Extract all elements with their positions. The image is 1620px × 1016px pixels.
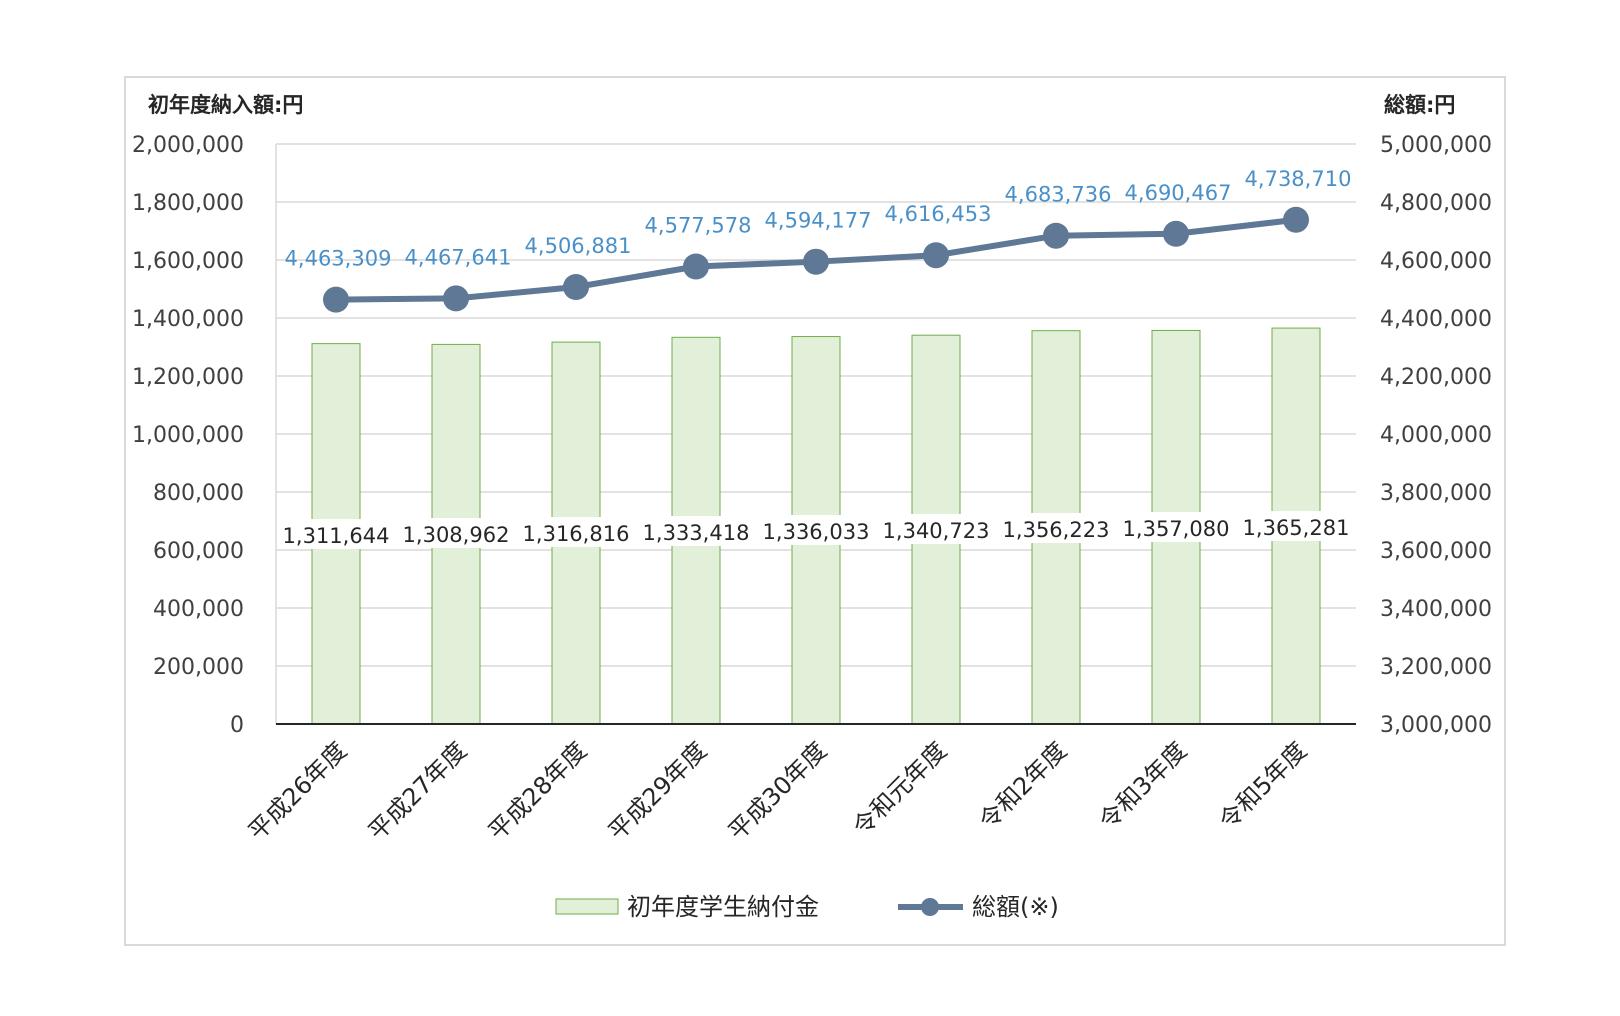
bar-data-label: 1,365,281 <box>1243 516 1350 540</box>
x-tick-label: 令和3年度 <box>1094 736 1192 834</box>
bar-data-label: 1,311,644 <box>283 524 390 548</box>
bar-label-background <box>642 516 750 546</box>
bar-label-background <box>1002 513 1110 543</box>
line-data-label: 4,690,467 <box>1125 181 1232 205</box>
right-y-tick-label: 3,600,000 <box>1380 539 1492 564</box>
bar-data-label: 1,308,962 <box>403 523 510 547</box>
legend-bar-label: 初年度学生納付金 <box>627 893 819 921</box>
line-point <box>443 285 469 312</box>
right-y-tick-label: 5,000,000 <box>1380 133 1492 158</box>
line-data-label: 4,616,453 <box>885 202 992 226</box>
left-y-tick-label: 1,600,000 <box>132 249 244 274</box>
right-y-tick-label: 4,600,000 <box>1380 249 1492 274</box>
bar-label-background <box>402 518 510 548</box>
right-y-tick-label: 3,800,000 <box>1380 481 1492 506</box>
x-tick-label: 平成29年度 <box>603 736 712 845</box>
left-axis-unit-label: 初年度納入額:円 <box>148 93 303 117</box>
line-point <box>1043 222 1069 249</box>
left-y-tick-label: 1,000,000 <box>132 423 244 448</box>
line-point <box>803 248 829 275</box>
right-y-tick-label: 4,800,000 <box>1380 191 1492 216</box>
legend-bar-swatch <box>555 898 619 915</box>
right-y-tick-label: 4,000,000 <box>1380 423 1492 448</box>
line-point <box>1283 206 1309 233</box>
bar-data-labels: 1,311,644 1,308,962 1,316,816 1,333,418 1,33… <box>282 511 1350 549</box>
bar-label-background <box>1242 511 1350 541</box>
legend: 初年度学生納付金 総額(※) <box>555 893 1059 921</box>
line-data-label: 4,506,881 <box>525 234 632 258</box>
line-series <box>323 206 1309 313</box>
x-tick-label: 令和2年度 <box>974 736 1072 834</box>
left-y-tick-label: 800,000 <box>153 481 244 506</box>
legend-line-marker <box>921 898 939 916</box>
x-tick-label: 平成26年度 <box>243 736 352 845</box>
legend-line-label: 総額(※) <box>972 893 1059 921</box>
x-tick-label: 令和元年度 <box>848 736 953 841</box>
right-y-tick-label: 3,000,000 <box>1380 713 1492 738</box>
bar-data-label: 1,333,418 <box>643 521 750 545</box>
bar-data-label: 1,357,080 <box>1123 517 1230 541</box>
left-y-tick-label: 200,000 <box>153 655 244 680</box>
bar-label-background <box>762 515 870 545</box>
bar-data-label: 1,336,033 <box>763 520 870 544</box>
line-point <box>323 286 349 313</box>
x-tick-label: 平成27年度 <box>363 736 472 845</box>
line-data-label: 4,738,710 <box>1245 167 1352 191</box>
x-axis-ticks: 平成26年度 平成27年度 平成28年度 平成29年度 平成30年度 令和元年度 令和2年度… <box>243 736 1312 845</box>
line-data-label: 4,467,641 <box>405 245 512 269</box>
bar-label-background <box>882 514 990 544</box>
left-y-tick-label: 1,400,000 <box>132 307 244 332</box>
right-y-tick-label: 4,200,000 <box>1380 365 1492 390</box>
right-y-tick-label: 3,200,000 <box>1380 655 1492 680</box>
chart-frame <box>124 76 1506 946</box>
line-point <box>923 242 949 269</box>
bar-label-background <box>1122 512 1230 542</box>
line-data-label: 4,463,309 <box>285 247 392 271</box>
line-point <box>1163 220 1189 247</box>
bar-data-label: 1,356,223 <box>1003 518 1110 542</box>
right-axis-ticks: 3,000,000 3,200,000 3,400,000 3,600,000 3,80… <box>1380 133 1492 738</box>
line-point <box>683 253 709 280</box>
left-axis-ticks: 0 200,000 400,000 600,000 800,000 1,000,000 1,… <box>132 133 244 738</box>
bar-data-label: 1,316,816 <box>523 522 630 546</box>
bar-label-background <box>282 519 390 549</box>
line-data-label: 4,594,177 <box>765 209 872 233</box>
left-y-tick-label: 2,000,000 <box>132 133 244 158</box>
line-data-label: 4,577,578 <box>645 214 752 238</box>
x-tick-label: 令和5年度 <box>1214 736 1312 834</box>
right-axis-unit-label: 総額:円 <box>1384 93 1455 117</box>
left-y-tick-label: 400,000 <box>153 597 244 622</box>
right-y-tick-label: 4,400,000 <box>1380 307 1492 332</box>
left-y-tick-label: 1,200,000 <box>132 365 244 390</box>
left-y-tick-label: 0 <box>230 713 244 738</box>
right-y-tick-label: 3,400,000 <box>1380 597 1492 622</box>
line-data-labels: 4,463,309 4,467,641 4,506,881 4,577,578 4,59… <box>285 167 1352 271</box>
line-point <box>563 274 589 301</box>
left-y-tick-label: 600,000 <box>153 539 244 564</box>
bar-data-label: 1,340,723 <box>883 519 990 543</box>
left-y-tick-label: 1,800,000 <box>132 191 244 216</box>
bar-label-background <box>522 517 630 547</box>
x-tick-label: 平成28年度 <box>483 736 592 845</box>
x-tick-label: 平成30年度 <box>723 736 832 845</box>
line-data-label: 4,683,736 <box>1005 183 1112 207</box>
